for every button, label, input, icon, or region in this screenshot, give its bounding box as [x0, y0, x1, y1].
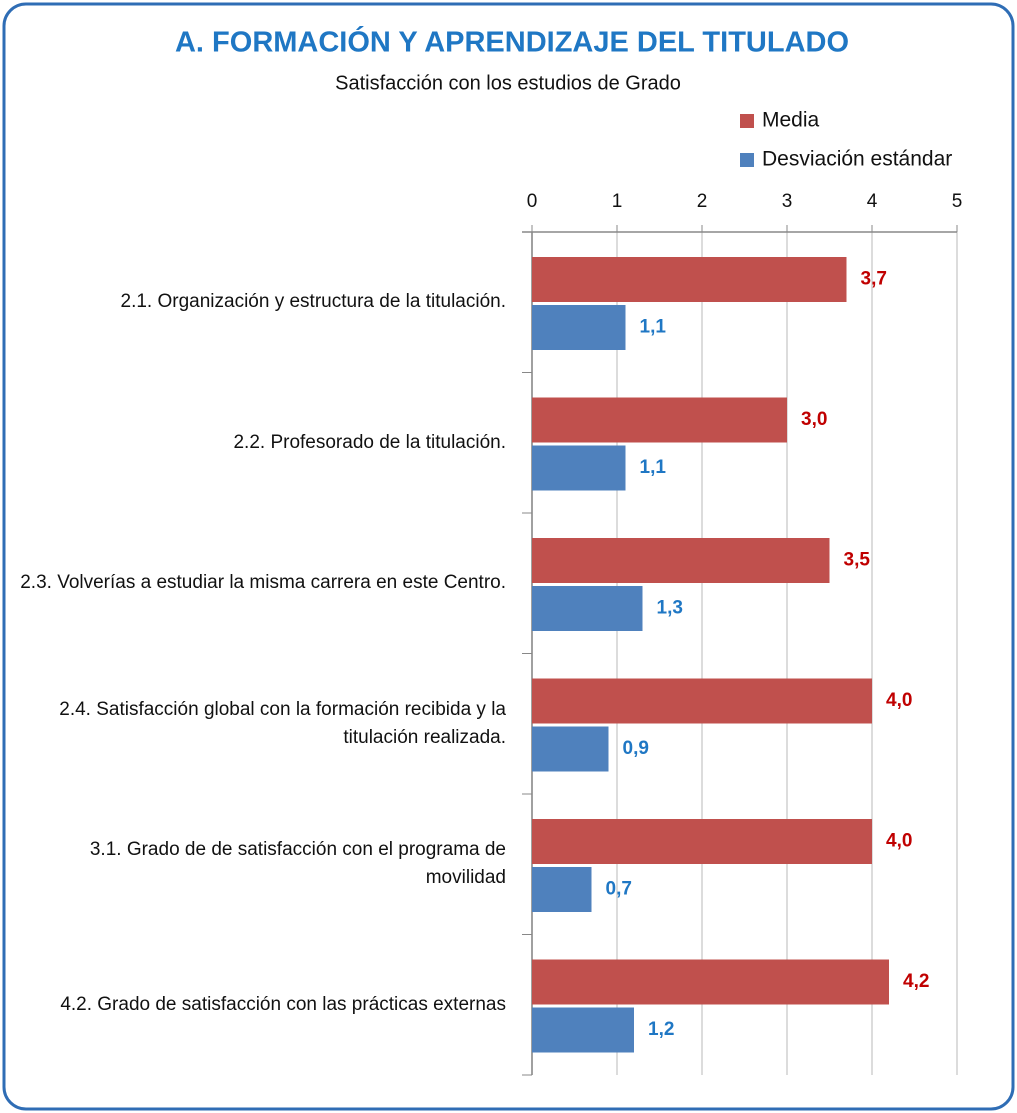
- y-tick-label: 4.2. Grado de satisfacción con las práct…: [60, 993, 506, 1015]
- data-label: 1,2: [648, 1019, 674, 1040]
- chart-subtitle: Satisfacción con los estudios de Grado: [335, 72, 681, 94]
- data-label: 0,7: [606, 879, 632, 900]
- legend-label: Desviación estándar: [762, 148, 952, 171]
- bar: [532, 959, 889, 1005]
- data-label: 1,3: [657, 598, 683, 619]
- bar: [532, 678, 872, 724]
- chart-title: A. FORMACIÓN Y APRENDIZAJE DEL TITULADO: [175, 25, 849, 59]
- bar: [532, 305, 626, 350]
- data-label: 1,1: [640, 457, 667, 478]
- data-label: 3,7: [861, 269, 887, 290]
- data-label: 4,2: [903, 971, 929, 992]
- bar: [532, 726, 609, 772]
- data-label: 3,5: [844, 550, 871, 571]
- legend-label: Media: [762, 109, 820, 132]
- y-tick-label: 2.4. Satisfacción global con la formació…: [59, 698, 506, 748]
- x-tick-label: 3: [782, 191, 793, 212]
- bar: [532, 257, 847, 302]
- data-label: 4,0: [886, 690, 912, 711]
- bar: [532, 1007, 634, 1053]
- bar: [532, 867, 592, 912]
- x-tick-label: 2: [697, 191, 708, 212]
- data-label: 3,0: [801, 409, 827, 430]
- data-label: 4,0: [886, 831, 912, 852]
- data-label: 0,9: [623, 738, 649, 759]
- bar: [532, 397, 787, 443]
- y-tick-label: 2.2. Profesorado de la titulación.: [233, 431, 506, 453]
- data-label: 1,1: [640, 317, 667, 338]
- bar: [532, 445, 626, 491]
- x-tick-label: 1: [612, 191, 623, 212]
- x-tick-label: 5: [952, 191, 963, 212]
- y-tick-label: 2.1. Organización y estructura de la tit…: [120, 291, 506, 313]
- bar: [532, 586, 643, 631]
- x-tick-label: 0: [527, 191, 538, 212]
- legend-swatch: [740, 114, 754, 128]
- bar: [532, 819, 872, 864]
- y-tick-label: 2.3. Volverías a estudiar la misma carre…: [20, 572, 506, 594]
- legend-swatch: [740, 153, 754, 167]
- bar: [532, 538, 830, 583]
- y-tick-label: 3.1. Grado de de satisfacción con el pro…: [89, 839, 506, 889]
- x-tick-label: 4: [867, 191, 878, 212]
